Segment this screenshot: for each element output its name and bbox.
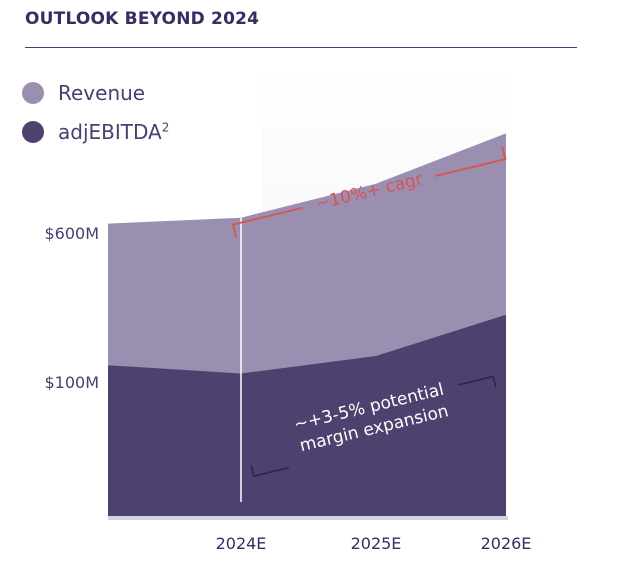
x-tick-label-2026e: 2026E	[481, 534, 532, 553]
legend-item-revenue: Revenue	[22, 76, 169, 109]
legend-label-adjebitda-text: adjEBITDA	[58, 119, 162, 144]
x-tick-label-2024e: 2024E	[216, 534, 267, 553]
x-tick-label-2025e: 2025E	[351, 534, 402, 553]
title-divider	[25, 47, 577, 48]
page-title: OUTLOOK BEYOND 2024	[25, 9, 260, 29]
legend: Revenue adjEBITDA2	[22, 76, 169, 154]
cagr-bracket	[231, 146, 507, 238]
margin-bracket	[250, 375, 497, 478]
legend-item-adjebitda: adjEBITDA2	[22, 115, 169, 148]
legend-label-adjebitda: adjEBITDA2	[58, 120, 169, 144]
x-axis-shadow	[108, 516, 508, 520]
legend-label-revenue: Revenue	[58, 80, 146, 105]
y-tick-label-600m: $600M	[44, 224, 99, 243]
legend-label-adjebitda-footnote: 2	[161, 119, 170, 134]
y-tick-label-100m: $100M	[44, 373, 99, 392]
legend-swatch-adjebitda	[22, 120, 44, 143]
legend-swatch-revenue	[22, 81, 44, 104]
adjebitda-area	[108, 314, 506, 516]
